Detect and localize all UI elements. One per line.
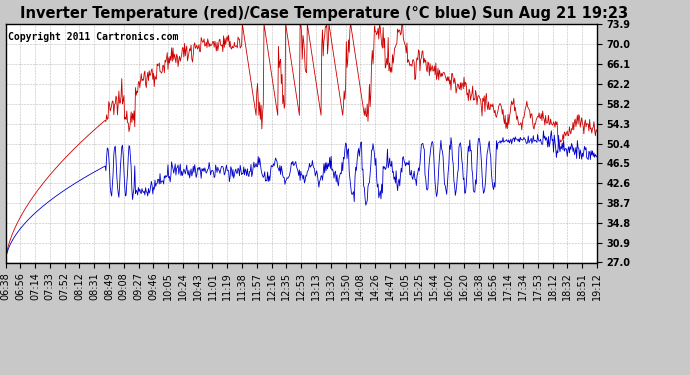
Text: Copyright 2011 Cartronics.com: Copyright 2011 Cartronics.com — [8, 32, 179, 42]
Text: Inverter Temperature (red)/Case Temperature (°C blue) Sun Aug 21 19:23: Inverter Temperature (red)/Case Temperat… — [20, 6, 629, 21]
